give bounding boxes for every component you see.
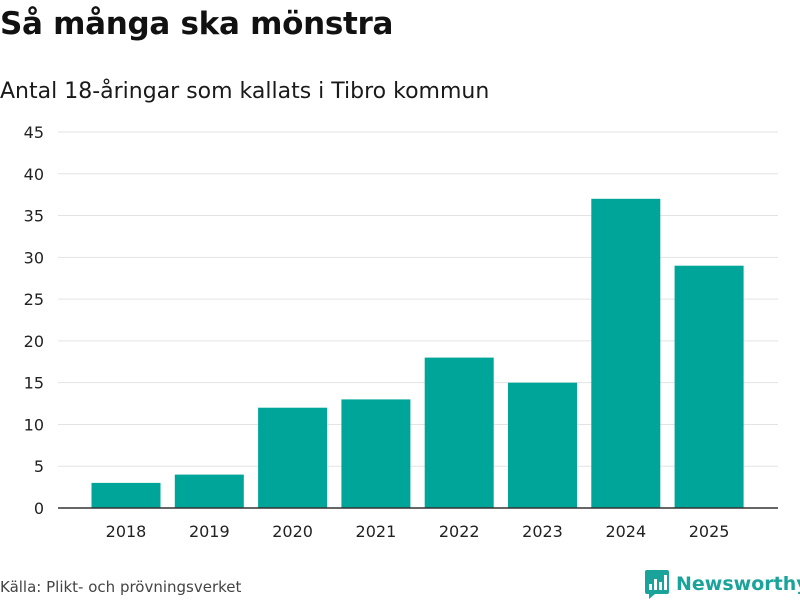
bar-2019 (174, 474, 244, 508)
x-tick-label: 2021 (356, 522, 397, 541)
newsworthy-logo-icon (645, 570, 669, 599)
y-tick-label: 40 (24, 165, 44, 184)
x-tick-label: 2018 (106, 522, 147, 541)
brand-name: Newsworthy (676, 573, 800, 595)
source-note: Källa: Plikt- och prövningsverket (0, 578, 242, 596)
bar-2020 (258, 407, 328, 508)
bar-2021 (341, 399, 411, 508)
x-tick-label: 2025 (689, 522, 730, 541)
brand-logo: Newsworthy (644, 569, 800, 599)
bar-2023 (508, 382, 577, 508)
y-tick-label: 10 (24, 415, 44, 434)
bars (91, 198, 744, 509)
y-tick-label: 25 (24, 290, 44, 309)
bar-2022 (424, 357, 494, 508)
bar-2024 (591, 198, 661, 509)
y-axis-ticks: 0 5 10 15 20 25 30 35 40 45 (24, 123, 44, 518)
y-tick-label: 5 (34, 457, 44, 476)
y-tick-label: 15 (24, 374, 44, 393)
y-tick-label: 45 (24, 123, 44, 142)
x-tick-label: 2020 (272, 522, 313, 541)
y-tick-label: 20 (24, 332, 44, 351)
x-tick-label: 2022 (439, 522, 480, 541)
x-axis-ticks: 2018 2019 2020 2021 2022 2023 2024 2025 (106, 522, 730, 541)
x-tick-label: 2024 (605, 522, 646, 541)
gridlines (58, 131, 778, 467)
y-tick-label: 30 (24, 248, 44, 267)
chart-subtitle: Antal 18-åringar som kallats i Tibro kom… (0, 79, 490, 104)
x-tick-label: 2019 (189, 522, 230, 541)
x-tick-label: 2023 (522, 522, 563, 541)
y-tick-label: 0 (34, 499, 44, 518)
y-tick-label: 35 (24, 207, 44, 226)
bar-2025 (674, 265, 744, 508)
bar-2018 (91, 482, 161, 508)
chart-title: Så många ska mönstra (0, 6, 394, 42)
